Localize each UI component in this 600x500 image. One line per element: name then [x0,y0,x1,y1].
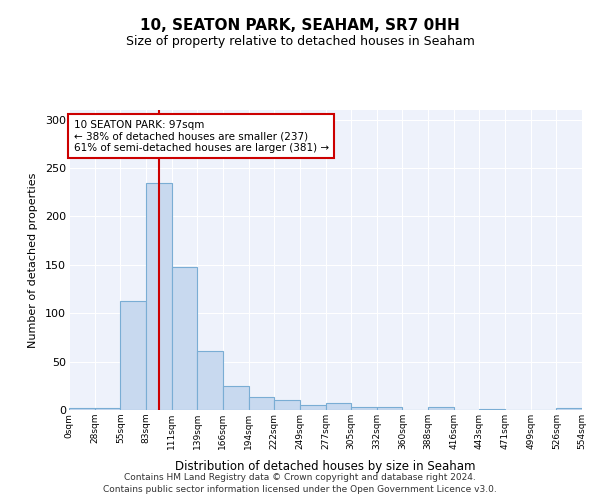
Y-axis label: Number of detached properties: Number of detached properties [28,172,38,348]
X-axis label: Distribution of detached houses by size in Seaham: Distribution of detached houses by size … [175,460,476,473]
Bar [95,408,121,410]
Bar [172,267,197,410]
Bar [428,407,454,410]
Text: 10, SEATON PARK, SEAHAM, SR7 0HH: 10, SEATON PARK, SEAHAM, SR7 0HH [140,18,460,32]
Bar [556,408,582,410]
Bar [197,351,223,410]
Bar [479,409,505,410]
Text: Contains HM Land Registry data © Crown copyright and database right 2024.: Contains HM Land Registry data © Crown c… [124,472,476,482]
Bar [377,407,403,410]
Bar [300,405,325,410]
Bar [325,403,351,410]
Bar [351,407,377,410]
Text: Contains public sector information licensed under the Open Government Licence v3: Contains public sector information licen… [103,485,497,494]
Bar [69,408,95,410]
Text: Size of property relative to detached houses in Seaham: Size of property relative to detached ho… [125,35,475,48]
Bar [274,400,300,410]
Text: 10 SEATON PARK: 97sqm
← 38% of detached houses are smaller (237)
61% of semi-det: 10 SEATON PARK: 97sqm ← 38% of detached … [74,120,329,153]
Bar [223,386,248,410]
Bar [146,182,172,410]
Bar [248,398,274,410]
Bar [120,300,146,410]
